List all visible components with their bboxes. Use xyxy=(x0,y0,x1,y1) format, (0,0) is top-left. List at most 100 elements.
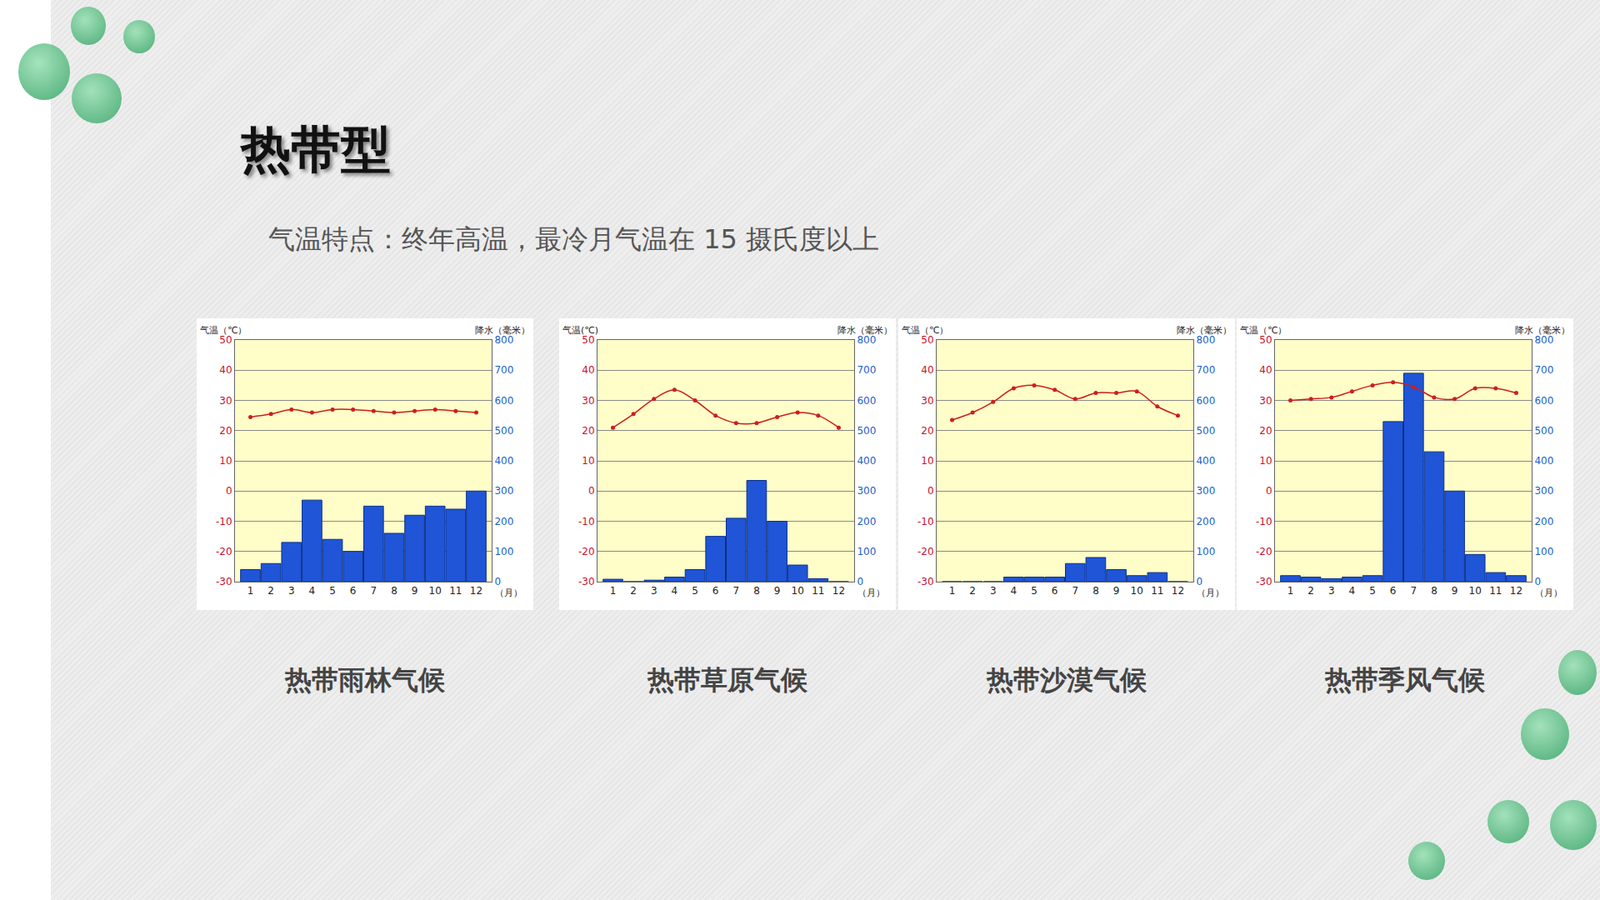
svg-text:800: 800 xyxy=(1195,334,1215,346)
svg-text:500: 500 xyxy=(1534,425,1554,437)
svg-text:7: 7 xyxy=(370,585,377,597)
svg-text:200: 200 xyxy=(494,515,514,528)
svg-text:7: 7 xyxy=(1071,585,1079,597)
svg-text:-30: -30 xyxy=(917,575,935,588)
svg-text:0: 0 xyxy=(588,485,595,497)
svg-text:20: 20 xyxy=(581,425,595,437)
svg-text:400: 400 xyxy=(1534,455,1554,467)
svg-text:10: 10 xyxy=(1259,455,1272,467)
svg-text:50: 50 xyxy=(920,334,934,346)
svg-text:1: 1 xyxy=(247,585,255,597)
svg-text:50: 50 xyxy=(1259,334,1272,346)
svg-text:800: 800 xyxy=(494,334,514,346)
svg-text:300: 300 xyxy=(1534,485,1554,497)
svg-text:降水（毫米）: 降水（毫米） xyxy=(1515,325,1570,336)
svg-text:2: 2 xyxy=(630,585,637,597)
svg-text:降水（毫米）: 降水（毫米） xyxy=(1176,325,1232,336)
svg-text:-20: -20 xyxy=(578,545,595,558)
svg-text:600: 600 xyxy=(1195,395,1215,407)
svg-text:4: 4 xyxy=(671,585,679,597)
svg-text:4: 4 xyxy=(1010,585,1018,597)
svg-text:300: 300 xyxy=(856,485,876,497)
svg-text:（月）: （月） xyxy=(1535,587,1563,599)
svg-text:7: 7 xyxy=(1410,585,1417,597)
svg-text:-30: -30 xyxy=(578,575,595,588)
svg-text:30: 30 xyxy=(920,395,934,407)
svg-text:6: 6 xyxy=(1051,585,1059,597)
svg-text:20: 20 xyxy=(219,425,232,437)
svg-text:气温(℃): 气温(℃) xyxy=(562,325,599,336)
svg-text:5: 5 xyxy=(1369,585,1376,597)
svg-text:200: 200 xyxy=(1195,515,1215,528)
svg-text:500: 500 xyxy=(856,425,876,437)
svg-text:-20: -20 xyxy=(1255,545,1273,558)
svg-text:1: 1 xyxy=(1287,585,1295,597)
svg-text:200: 200 xyxy=(856,515,876,528)
svg-text:2: 2 xyxy=(969,585,976,597)
svg-text:1: 1 xyxy=(610,585,617,597)
svg-text:10: 10 xyxy=(429,585,442,597)
svg-text:700: 700 xyxy=(1534,364,1554,376)
svg-text:700: 700 xyxy=(1195,364,1215,376)
svg-text:20: 20 xyxy=(1259,425,1272,437)
svg-text:500: 500 xyxy=(1195,425,1215,437)
svg-text:800: 800 xyxy=(856,334,876,346)
svg-text:4: 4 xyxy=(1349,585,1356,597)
svg-text:400: 400 xyxy=(494,455,514,467)
svg-text:10: 10 xyxy=(219,455,232,467)
svg-text:12: 12 xyxy=(470,585,483,597)
svg-text:0: 0 xyxy=(1534,575,1541,588)
svg-text:50: 50 xyxy=(219,334,232,346)
svg-text:40: 40 xyxy=(219,364,232,376)
svg-text:5: 5 xyxy=(1030,585,1038,597)
svg-text:30: 30 xyxy=(581,395,595,407)
svg-text:1: 1 xyxy=(949,585,956,597)
svg-text:-20: -20 xyxy=(215,545,233,558)
svg-text:3: 3 xyxy=(990,585,997,597)
svg-text:-10: -10 xyxy=(215,515,233,528)
svg-text:-10: -10 xyxy=(1255,515,1273,528)
svg-text:6: 6 xyxy=(350,585,357,597)
svg-text:-10: -10 xyxy=(917,515,935,528)
svg-text:9: 9 xyxy=(411,585,419,597)
svg-text:12: 12 xyxy=(832,585,845,597)
svg-text:7: 7 xyxy=(732,585,740,597)
svg-text:0: 0 xyxy=(225,485,233,497)
svg-text:0: 0 xyxy=(927,485,935,497)
svg-text:3: 3 xyxy=(288,585,295,597)
svg-text:100: 100 xyxy=(1195,545,1215,558)
svg-text:5: 5 xyxy=(691,585,699,597)
svg-text:11: 11 xyxy=(811,585,825,597)
svg-text:-30: -30 xyxy=(215,575,233,588)
svg-text:12: 12 xyxy=(1171,585,1185,597)
svg-text:9: 9 xyxy=(1451,585,1459,597)
svg-text:400: 400 xyxy=(856,455,876,467)
svg-text:200: 200 xyxy=(1534,515,1554,528)
svg-text:9: 9 xyxy=(1113,585,1120,597)
svg-text:0: 0 xyxy=(1265,485,1273,497)
svg-text:0: 0 xyxy=(1195,575,1203,588)
svg-text:6: 6 xyxy=(712,585,720,597)
svg-text:气温（℃）: 气温（℃） xyxy=(200,325,247,336)
svg-text:9: 9 xyxy=(774,585,781,597)
svg-text:（月）: （月） xyxy=(857,587,885,599)
svg-text:0: 0 xyxy=(494,575,501,588)
svg-text:40: 40 xyxy=(581,364,595,376)
svg-text:8: 8 xyxy=(1092,585,1100,597)
svg-text:8: 8 xyxy=(753,585,760,597)
svg-text:600: 600 xyxy=(856,395,876,407)
svg-text:100: 100 xyxy=(1534,545,1554,558)
svg-text:（月）: （月） xyxy=(495,587,523,599)
svg-text:11: 11 xyxy=(1150,585,1164,597)
svg-text:11: 11 xyxy=(1489,585,1502,597)
svg-text:40: 40 xyxy=(1259,364,1272,376)
svg-text:500: 500 xyxy=(494,425,514,437)
svg-text:300: 300 xyxy=(1195,485,1215,497)
svg-text:10: 10 xyxy=(581,455,595,467)
svg-text:30: 30 xyxy=(1259,395,1272,407)
svg-text:气温（℃）: 气温（℃） xyxy=(901,325,949,336)
svg-text:10: 10 xyxy=(1130,585,1144,597)
svg-text:6: 6 xyxy=(1390,585,1397,597)
svg-text:800: 800 xyxy=(1534,334,1554,346)
svg-text:2: 2 xyxy=(267,585,275,597)
